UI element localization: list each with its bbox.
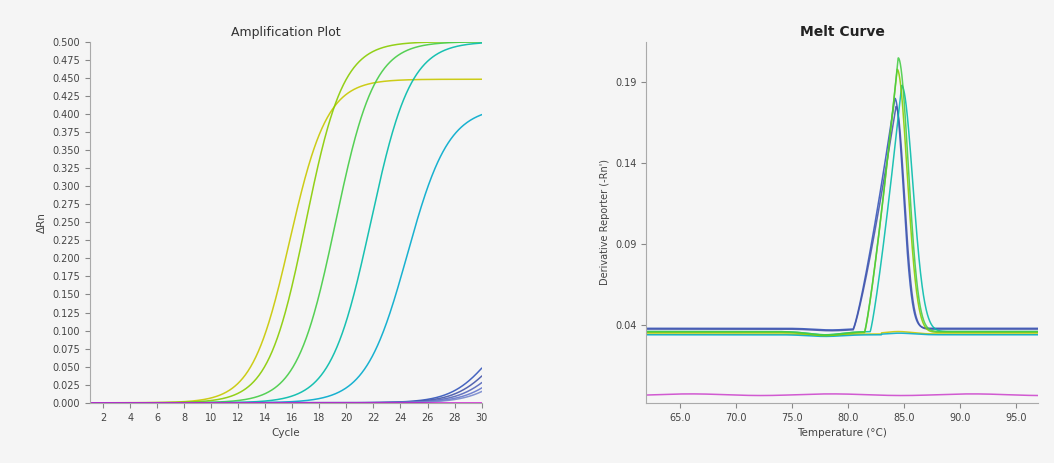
Title: Amplification Plot: Amplification Plot [231, 26, 340, 39]
Title: Melt Curve: Melt Curve [800, 25, 884, 39]
X-axis label: Cycle: Cycle [271, 428, 300, 438]
Y-axis label: ΔRn: ΔRn [37, 212, 46, 233]
Y-axis label: Derivative Reporter (-Rn'): Derivative Reporter (-Rn') [600, 159, 609, 285]
X-axis label: Temperature (°C): Temperature (°C) [797, 428, 887, 438]
